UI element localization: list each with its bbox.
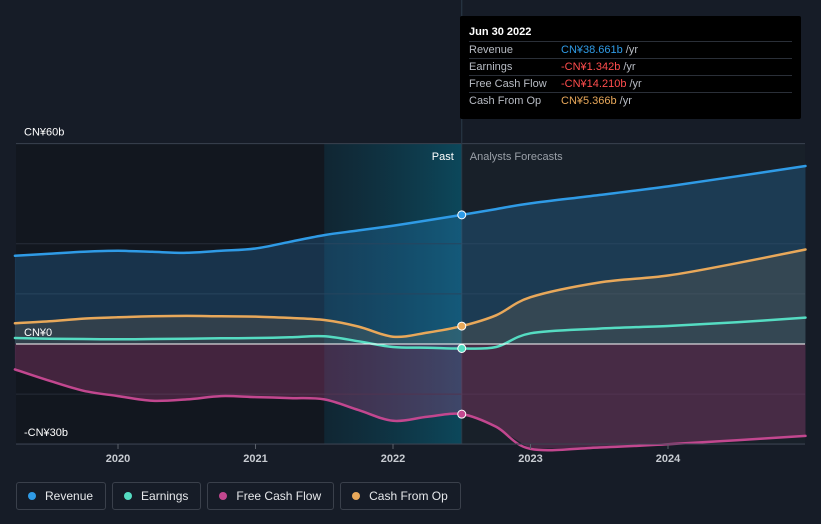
- tooltip-row-cash-from-op: Cash From Op CN¥5.366b/yr: [469, 92, 792, 109]
- y-tick-label: CN¥0: [24, 327, 52, 339]
- series-fills: [14, 166, 806, 449]
- legend-item-revenue[interactable]: Revenue: [16, 482, 107, 510]
- legend-dot-icon: [219, 492, 228, 500]
- tooltip-value: CN¥5.366b: [561, 95, 617, 107]
- tooltip-value: -CN¥14.210b: [561, 78, 627, 90]
- legend: Revenue Earnings Free Cash Flow Cash From O…: [16, 482, 461, 510]
- legend-dot-icon: [124, 492, 133, 500]
- tooltip-row-revenue: Revenue CN¥38.661b/yr: [469, 41, 792, 58]
- tooltip-date: Jun 30 2022: [469, 26, 532, 38]
- x-tick-label: 2022: [381, 453, 405, 465]
- x-tick-label: 2023: [518, 453, 542, 465]
- label-analysts-forecasts: Analysts Forecasts: [470, 151, 563, 163]
- axes: Past Analysts Forecasts CN¥60b CN¥0 -CN¥30b 2…: [16, 127, 805, 465]
- tooltip-unit: /yr: [623, 61, 636, 73]
- tooltip-unit: /yr: [625, 44, 639, 56]
- marker-cash-from-op: [457, 321, 467, 331]
- y-tick-label: CN¥60b: [24, 127, 64, 139]
- tooltip-label: Free Cash Flow: [469, 78, 547, 90]
- legend-label: Earnings: [141, 489, 189, 503]
- tooltip: Jun 30 2022 Revenue CN¥38.661b/yr Earnings…: [460, 16, 801, 119]
- legend-label: Free Cash Flow: [236, 489, 322, 503]
- x-tick-label: 2020: [106, 453, 130, 465]
- series-lines: [13, 164, 807, 452]
- tooltip-row-free-cash-flow: Free Cash Flow -CN¥14.210b/yr: [469, 75, 792, 92]
- marker-revenue: [457, 210, 467, 220]
- series-fill-cash-from-op: [14, 249, 806, 344]
- tooltip-unit: /yr: [629, 78, 642, 90]
- legend-label: Cash From Op: [369, 489, 448, 503]
- tooltip-label: Earnings: [469, 61, 513, 73]
- marker-free-cash-flow: [457, 409, 467, 419]
- legend-dot-icon: [352, 492, 361, 500]
- legend-item-free-cash-flow[interactable]: Free Cash Flow: [207, 482, 335, 510]
- series-fill-revenue: [14, 166, 806, 344]
- series-line-cash-from-op: [13, 248, 807, 339]
- legend-dot-icon: [28, 492, 36, 500]
- marker-earnings: [457, 343, 467, 353]
- legend-item-cash-from-op[interactable]: Cash From Op: [340, 482, 461, 510]
- y-tick-label: -CN¥30b: [24, 427, 68, 439]
- tooltip-label: Cash From Op: [469, 95, 542, 107]
- series-line-free-cash-flow: [13, 368, 807, 452]
- x-tick-label: 2021: [243, 453, 267, 465]
- legend-label: Revenue: [45, 489, 94, 503]
- tooltip-row-earnings: Earnings -CN¥1.342b/yr: [469, 58, 792, 75]
- series-line-earnings: [13, 316, 807, 350]
- legend-item-earnings[interactable]: Earnings: [112, 482, 202, 510]
- x-tick-label: 2024: [656, 453, 681, 465]
- series-fill-free-cash-flow: [14, 344, 806, 449]
- tooltip-unit: /yr: [619, 95, 632, 107]
- tooltip-value: CN¥38.661b: [561, 44, 623, 56]
- label-past: Past: [432, 151, 454, 163]
- tooltip-label: Revenue: [469, 44, 514, 56]
- tooltip-value: -CN¥1.342b: [561, 61, 621, 73]
- series-line-revenue: [13, 164, 807, 258]
